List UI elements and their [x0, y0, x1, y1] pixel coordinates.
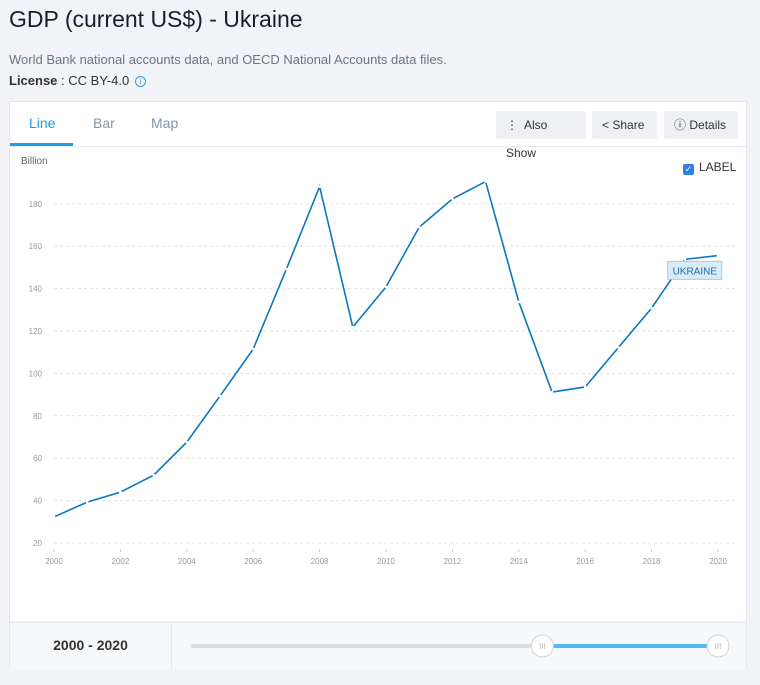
svg-text:III: III — [715, 642, 722, 651]
license-value: : CC BY-4.0 — [61, 73, 130, 88]
page-title: GDP (current US$) - Ukraine — [9, 6, 303, 32]
data-point — [583, 385, 587, 389]
share-icon: < — [602, 118, 610, 132]
series-label-box — [667, 260, 723, 280]
label-toggle[interactable]: ✓ LABEL — [683, 160, 736, 175]
y-tick-label: 180 — [29, 200, 43, 209]
y-tick-label: 140 — [29, 285, 43, 294]
x-tick-label: 2006 — [244, 557, 262, 566]
data-point — [52, 515, 56, 519]
x-tick-label: 2018 — [643, 557, 661, 566]
x-tick-label: 2004 — [178, 557, 196, 566]
chart-card: Line Bar Map ⋮ Also Show < Share ⓘ Detai… — [9, 101, 747, 670]
range-slider[interactable]: III III — [10, 623, 746, 670]
data-point — [484, 180, 487, 183]
x-tick-label: 2020 — [709, 557, 727, 566]
info-circle-icon: ⓘ — [674, 118, 687, 132]
share-button[interactable]: < Share — [592, 111, 657, 139]
data-point — [351, 325, 355, 329]
data-point — [318, 185, 321, 188]
data-point — [451, 197, 454, 201]
x-tick-label: 2014 — [510, 557, 528, 566]
slider-handle-start[interactable]: III — [530, 634, 554, 658]
data-point — [185, 440, 189, 444]
x-tick-label: 2002 — [112, 557, 130, 566]
x-tick-label: 2000 — [45, 557, 63, 566]
range-label: 2000 - 2020 — [10, 623, 172, 670]
details-button[interactable]: ⓘ Details — [664, 111, 738, 139]
data-point — [683, 258, 687, 261]
source-text: World Bank national accounts data, and O… — [9, 52, 447, 67]
chart-tabs: Line Bar Map ⋮ Also Show < Share ⓘ Detai… — [10, 102, 746, 160]
x-tick-label: 2008 — [311, 557, 329, 566]
y-tick-label: 20 — [33, 539, 42, 548]
y-tick-label: 60 — [33, 454, 42, 463]
slider-fill — [542, 644, 718, 648]
y-tick-label: 40 — [33, 497, 42, 506]
y-tick-label: 120 — [29, 327, 43, 336]
tab-map[interactable]: Map — [151, 115, 179, 131]
slider-handle-end[interactable]: III — [706, 634, 730, 658]
data-point — [384, 285, 388, 289]
y-tick-label: 100 — [29, 369, 43, 378]
data-point — [119, 490, 122, 494]
series-line — [53, 180, 719, 518]
tab-line[interactable]: Line — [29, 115, 56, 131]
data-point — [517, 300, 521, 304]
x-tick-label: 2010 — [377, 557, 395, 566]
data-point — [650, 306, 653, 310]
y-axis-unit: Billion — [21, 156, 48, 167]
y-tick-label: 80 — [33, 412, 42, 421]
data-point — [550, 390, 554, 394]
tab-bar[interactable]: Bar — [93, 115, 115, 131]
line-chart: 20 40 60 80 100 120 140 160 180 2000 2002 2004 2006 2… — [29, 180, 737, 566]
data-point — [251, 347, 255, 351]
data-point — [85, 500, 89, 504]
data-point — [218, 394, 222, 398]
x-tick-label: 2016 — [576, 557, 594, 566]
also-show-label: Also Show — [506, 118, 548, 160]
more-vertical-icon: ⋮ — [506, 118, 518, 132]
data-point — [417, 225, 421, 229]
svg-text:III: III — [539, 642, 546, 651]
active-tab-indicator — [10, 143, 73, 146]
info-icon[interactable]: i — [135, 76, 147, 87]
y-tick-label: 160 — [29, 242, 43, 251]
series-label: UKRAINE — [673, 266, 718, 277]
checkbox-checked-icon[interactable]: ✓ — [683, 164, 694, 175]
data-point — [617, 346, 620, 349]
range-footer: 2000 - 2020 III III — [10, 621, 746, 670]
license: License : CC BY-4.0 i — [9, 73, 147, 88]
data-point — [716, 254, 720, 257]
also-show-button[interactable]: ⋮ Also Show — [496, 111, 586, 160]
data-point — [285, 267, 288, 271]
x-tick-label: 2012 — [444, 557, 462, 566]
share-label: Share — [612, 118, 645, 132]
label-toggle-text: LABEL — [699, 160, 737, 174]
details-label: Details — [689, 118, 727, 132]
license-label: License — [9, 73, 58, 88]
data-point — [152, 473, 155, 477]
